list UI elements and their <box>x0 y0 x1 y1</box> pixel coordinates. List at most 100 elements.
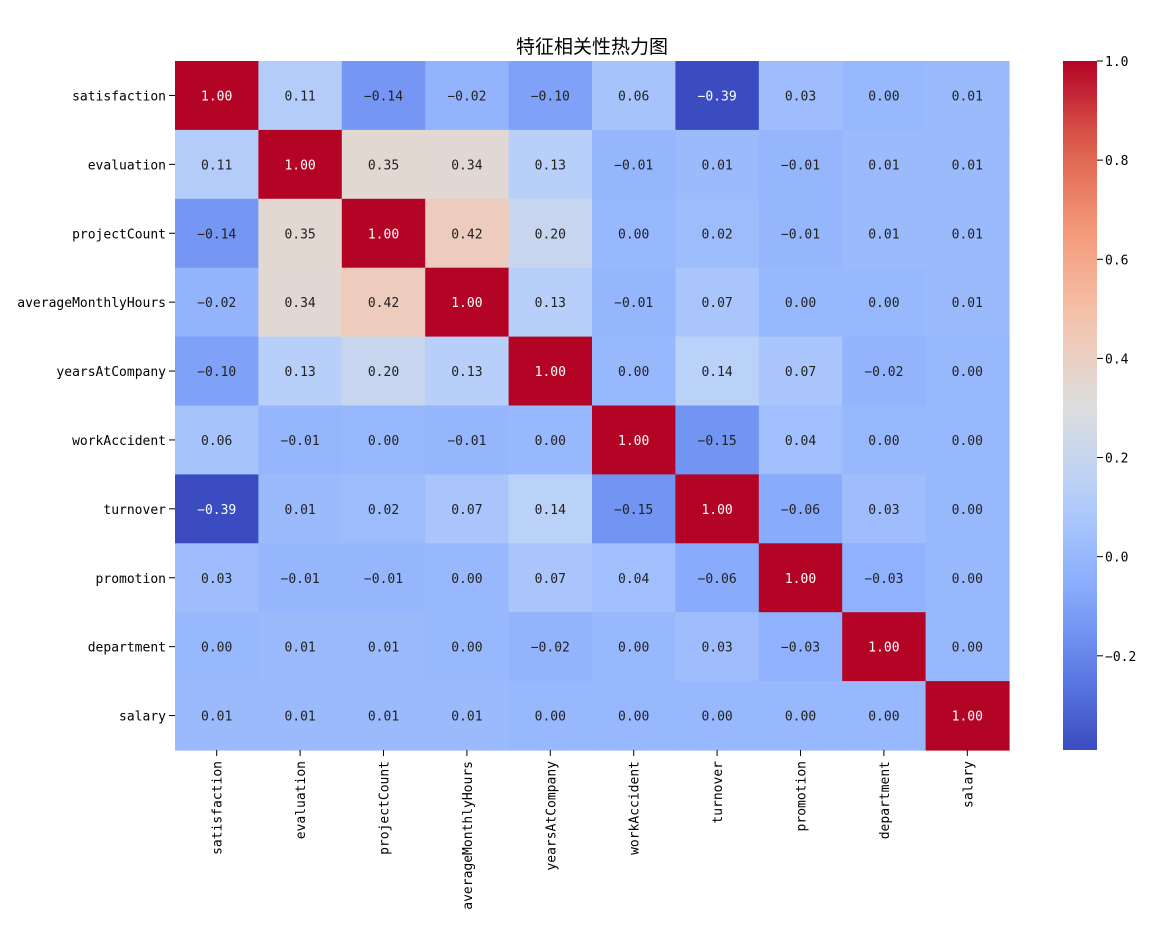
heatmap-cell <box>508 474 593 544</box>
x-tick-label: turnover <box>711 761 726 824</box>
cell-annotation: 0.01 <box>201 710 232 725</box>
cell-annotation: −0.01 <box>614 296 653 311</box>
heatmap-cell <box>425 61 510 131</box>
cell-annotation: 0.01 <box>368 641 399 656</box>
heatmap-cell <box>425 198 510 269</box>
cell-annotation: −0.10 <box>531 89 570 104</box>
cell-annotation: 1.00 <box>368 227 399 242</box>
heatmap-cell <box>425 129 510 200</box>
heatmap-cell <box>675 681 760 751</box>
heatmap-cell <box>258 267 343 338</box>
cell-annotation: 0.07 <box>535 572 566 587</box>
cell-annotation: 1.00 <box>201 89 232 104</box>
cell-annotation: 0.00 <box>868 89 899 104</box>
cell-annotation: 1.00 <box>785 572 816 587</box>
cell-annotation: 0.42 <box>451 227 482 242</box>
cell-annotation: −0.14 <box>197 227 236 242</box>
heatmap-cell <box>258 405 343 475</box>
cell-annotation: 0.03 <box>868 503 899 518</box>
heatmap-cell <box>758 612 843 682</box>
heatmap-cell <box>425 543 510 613</box>
heatmap-cell <box>758 336 843 407</box>
heatmap-cell <box>925 681 1010 751</box>
cell-annotation: 0.06 <box>201 434 232 449</box>
y-tick-label: salary <box>119 710 166 725</box>
cell-annotation: −0.02 <box>531 641 570 656</box>
heatmap-cell <box>425 474 510 544</box>
cell-annotation: −0.01 <box>614 158 653 173</box>
cell-annotation: 0.04 <box>785 434 816 449</box>
heatmap-cell <box>758 129 843 200</box>
heatmap-cell <box>842 336 927 407</box>
heatmap-cell <box>175 681 259 751</box>
cell-annotation: −0.01 <box>781 227 820 242</box>
heatmap-cell <box>925 267 1010 338</box>
x-tick-label: satisfaction <box>211 761 226 855</box>
cell-annotation: 0.01 <box>868 158 899 173</box>
cell-annotation: −0.10 <box>197 365 236 380</box>
heatmap-cells <box>175 61 1010 751</box>
cell-annotation: −0.01 <box>364 572 403 587</box>
cell-annotation: 0.07 <box>451 503 482 518</box>
heatmap-cell <box>175 267 259 338</box>
heatmap-cell <box>175 405 259 475</box>
heatmap-cell <box>175 474 259 544</box>
heatmap-cell <box>258 198 343 269</box>
x-tick-label: projectCount <box>378 761 393 855</box>
heatmap-cell <box>925 336 1010 407</box>
heatmap-cell <box>258 474 343 544</box>
cell-annotation: 0.00 <box>618 641 649 656</box>
heatmap-cell <box>925 198 1010 269</box>
cell-annotation: −0.02 <box>447 89 486 104</box>
cell-annotation: 0.07 <box>785 365 816 380</box>
cell-annotation: 0.00 <box>868 710 899 725</box>
x-tick-label: evaluation <box>294 761 309 839</box>
colorbar: 1.0 0.8 0.6 0.4 0.2 0.0 −0.2 <box>1063 55 1136 750</box>
cell-annotation: 1.00 <box>535 365 566 380</box>
cell-annotation: −0.01 <box>281 572 320 587</box>
colorbar-tick-label: 0.2 <box>1105 452 1128 467</box>
heatmap-cell <box>425 336 510 407</box>
heatmap-cell <box>258 543 343 613</box>
cell-annotation: 0.13 <box>535 158 566 173</box>
heatmap-cell <box>425 405 510 475</box>
heatmap-cell <box>341 336 426 407</box>
x-tick-label: averageMonthlyHours <box>461 761 476 910</box>
cell-annotation: 0.04 <box>618 572 649 587</box>
heatmap-cell <box>592 336 676 407</box>
heatmap-cell <box>592 405 676 475</box>
cell-annotation: 0.34 <box>451 158 482 173</box>
heatmap-cell <box>675 198 760 269</box>
x-tick-label: workAccident <box>628 761 643 855</box>
heatmap-cell <box>675 474 760 544</box>
cell-annotation: 0.00 <box>785 710 816 725</box>
x-tick-label: department <box>878 761 893 839</box>
cell-annotation: −0.01 <box>281 434 320 449</box>
colorbar-tick-label: 0.0 <box>1105 551 1128 566</box>
cell-annotation: −0.01 <box>447 434 486 449</box>
cell-annotation: 1.00 <box>284 158 315 173</box>
heatmap-cell <box>508 61 593 131</box>
cell-annotation: 0.13 <box>535 296 566 311</box>
y-tick-label: promotion <box>96 572 166 587</box>
cell-annotation: 0.00 <box>785 296 816 311</box>
cell-annotation: 0.00 <box>952 434 983 449</box>
heatmap-cell <box>675 267 760 338</box>
cell-annotation: −0.02 <box>864 365 903 380</box>
heatmap-cell <box>175 543 259 613</box>
cell-annotation: 0.00 <box>368 434 399 449</box>
heatmap-cell <box>758 543 843 613</box>
heatmap-cell <box>258 681 343 751</box>
heatmap-cell <box>341 405 426 475</box>
heatmap-cell <box>508 405 593 475</box>
colorbar-tick-label: −0.2 <box>1105 650 1136 665</box>
cell-annotation: 1.00 <box>618 434 649 449</box>
x-tick-label: salary <box>961 761 976 808</box>
heatmap-cell <box>341 681 426 751</box>
heatmap-cell <box>592 198 676 269</box>
heatmap-cell <box>842 474 927 544</box>
cell-annotation: 0.13 <box>284 365 315 380</box>
cell-annotation: 0.00 <box>451 641 482 656</box>
heatmap-cell <box>258 61 343 131</box>
cell-annotation: 1.00 <box>701 503 732 518</box>
